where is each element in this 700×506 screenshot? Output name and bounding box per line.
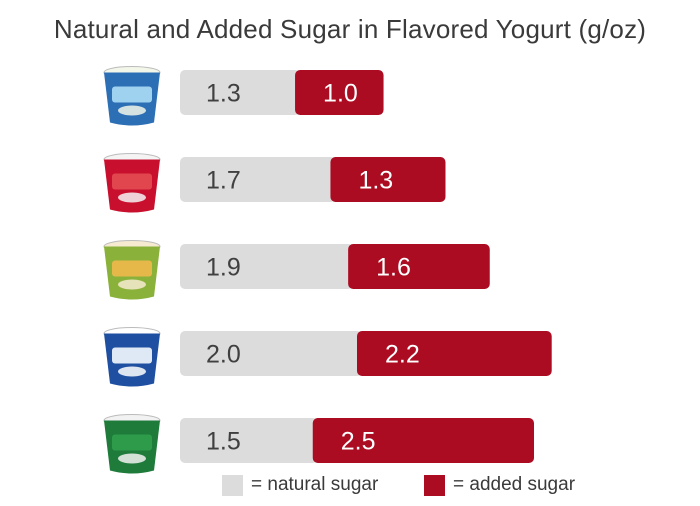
added-sugar-label: 1.0 xyxy=(323,80,358,108)
legend-added: = added sugar xyxy=(424,472,575,498)
legend-natural-label: = natural sugar xyxy=(251,474,379,495)
added-sugar-label: 1.6 xyxy=(376,254,411,282)
added-sugar-bar xyxy=(312,418,534,463)
yogurt-cup-icon xyxy=(103,327,161,387)
natural-sugar-bar xyxy=(180,418,318,463)
legend-added-swatch xyxy=(424,474,445,496)
added-sugar-bar xyxy=(348,244,490,289)
natural-sugar-label: 1.7 xyxy=(206,167,241,195)
added-sugar-bar xyxy=(295,70,384,115)
added-sugar-label: 2.5 xyxy=(341,428,376,456)
natural-sugar-label: 1.5 xyxy=(206,428,241,456)
yogurt-cup-icon xyxy=(103,414,161,474)
natural-sugar-label: 2.0 xyxy=(206,341,241,369)
natural-sugar-bar xyxy=(180,70,301,115)
added-sugar-label: 1.3 xyxy=(358,167,393,195)
yogurt-cup-icon xyxy=(103,66,161,126)
yogurt-cup-icon xyxy=(103,240,161,300)
natural-sugar-label: 1.3 xyxy=(206,80,241,108)
legend-natural-swatch xyxy=(222,474,243,496)
legend-natural: = natural sugar xyxy=(222,472,378,498)
yogurt-cup-icon xyxy=(103,153,161,213)
natural-sugar-bar xyxy=(180,244,354,289)
natural-sugar-bar xyxy=(180,331,362,376)
added-sugar-bar xyxy=(357,331,552,376)
added-sugar-label: 2.2 xyxy=(385,341,420,369)
natural-sugar-label: 1.9 xyxy=(206,254,241,282)
legend-added-label: = added sugar xyxy=(453,474,576,495)
chart-title: Natural and Added Sugar in Flavored Yogu… xyxy=(53,14,647,44)
added-sugar-bar xyxy=(330,157,446,202)
natural-sugar-bar xyxy=(180,157,336,202)
